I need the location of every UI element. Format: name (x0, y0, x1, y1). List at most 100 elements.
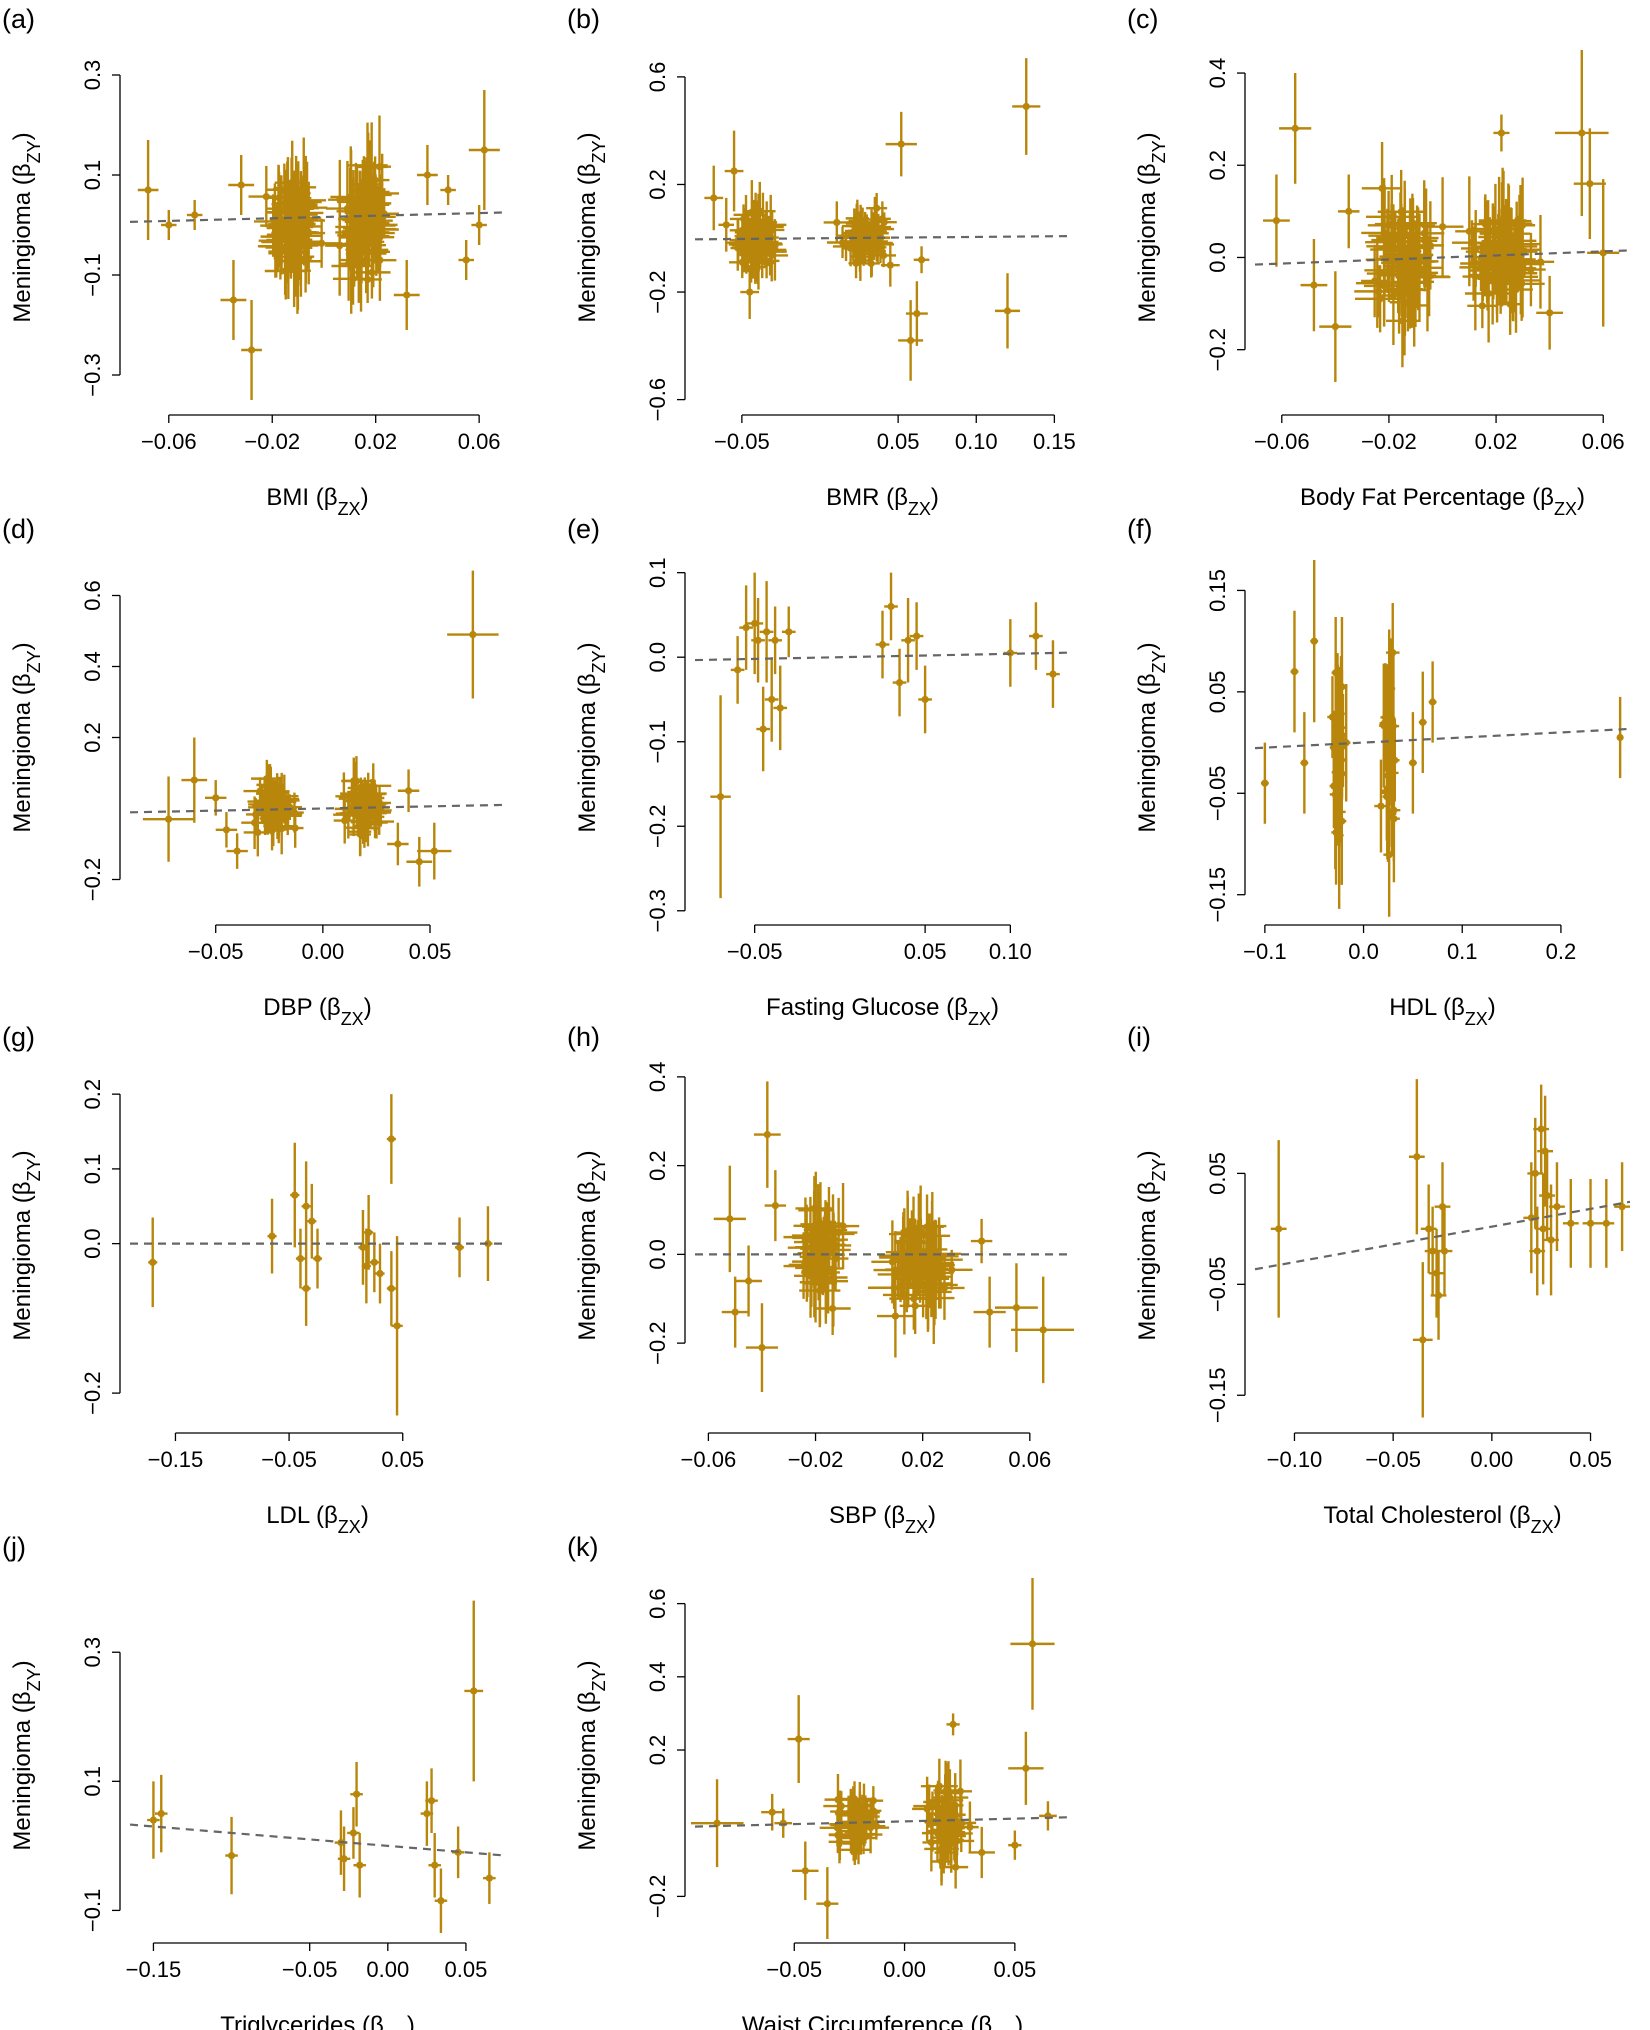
point-marker (350, 777, 358, 785)
cluster-point (835, 1792, 868, 1834)
point-marker (302, 228, 310, 236)
panel-label: (j) (2, 1532, 26, 1562)
point-marker (904, 636, 912, 644)
panel-label: (i) (1127, 1022, 1151, 1052)
cluster-point (1336, 616, 1348, 757)
point-marker (273, 789, 281, 797)
point-marker (768, 695, 776, 704)
point-marker (795, 1735, 803, 1743)
data-point (455, 1217, 465, 1278)
data-point (369, 1232, 379, 1293)
point-marker (925, 1802, 933, 1810)
cluster-point (279, 225, 323, 297)
data-point (440, 175, 456, 205)
point-marker (1331, 323, 1339, 331)
point-marker (767, 223, 775, 231)
data-point (751, 598, 765, 683)
point-marker (430, 847, 438, 855)
cluster-point (341, 200, 383, 262)
point-marker (1419, 718, 1427, 726)
point-marker (759, 725, 767, 733)
panel-label: (b) (567, 4, 600, 34)
data-point (1008, 1830, 1022, 1860)
x-axis-title: Total Cholesterol (βZX) (1323, 1502, 1561, 1537)
data-point (483, 1852, 496, 1904)
point-marker (801, 1867, 809, 1875)
point-marker (1618, 1203, 1626, 1211)
data-point (267, 1198, 277, 1274)
data-point (718, 197, 735, 252)
cluster-point (335, 791, 372, 837)
point-marker (340, 1855, 348, 1863)
point-marker (1375, 287, 1383, 295)
point-marker (284, 199, 292, 207)
panel-e: (e) −0.05 0.05 0.10 −0.3 −0.2 −0.1 0.0 0.1 Fastin… (567, 514, 1071, 1029)
plot-area (129, 1600, 506, 1933)
cluster-point (1484, 190, 1522, 295)
data-point (1046, 640, 1060, 708)
data-point (721, 1276, 749, 1348)
point-marker (1389, 291, 1398, 300)
point-marker (734, 666, 742, 674)
plot-area (694, 572, 1071, 899)
point-marker (834, 1796, 842, 1804)
point-marker (284, 242, 292, 250)
data-point (1029, 602, 1043, 670)
point-marker (1413, 1153, 1421, 1161)
data-point (225, 1816, 238, 1895)
x-tick-label: 0.2 (1546, 939, 1577, 964)
data-point (1555, 50, 1609, 216)
panel-h: (h) −0.06 −0.02 0.02 0.06 −0.2 0.0 0.2 0.4 SBP (β… (567, 1022, 1074, 1537)
point-marker (475, 221, 483, 229)
data-point (347, 1807, 360, 1859)
cluster-point (1389, 198, 1437, 249)
y-axis-title: Meningioma (βZY) (9, 1150, 44, 1340)
point-marker (710, 194, 718, 202)
point-marker (949, 1720, 957, 1728)
x-axis-title: HDL (βZX) (1389, 994, 1496, 1029)
panel-i: (i) −0.10 −0.05 0.00 0.05 −0.15 −0.05 0.05 Total… (1127, 1022, 1631, 1537)
point-marker (1567, 1219, 1575, 1227)
point-marker (738, 258, 746, 266)
data-point (1598, 1178, 1615, 1268)
point-marker (874, 239, 882, 247)
x-tick-label: −0.10 (1267, 1447, 1323, 1472)
point-marker (927, 1838, 935, 1847)
x-tick-label: 0.02 (1475, 429, 1518, 454)
point-marker (1497, 129, 1506, 137)
point-marker (1291, 124, 1299, 132)
point-marker (254, 828, 262, 837)
point-marker (853, 1832, 861, 1841)
y-tick-label: 0.1 (80, 1766, 105, 1797)
cluster-point (262, 796, 290, 832)
x-axis-title: SBP (βZX) (829, 1502, 936, 1537)
point-marker (942, 1786, 950, 1795)
plot-area (695, 1081, 1074, 1392)
data-point (428, 1832, 441, 1898)
point-marker (947, 1836, 955, 1844)
data-point (1549, 1162, 1565, 1252)
point-marker (823, 1900, 831, 1908)
point-marker (404, 787, 413, 795)
point-marker (222, 826, 231, 834)
point-marker (722, 221, 730, 229)
point-marker (1519, 221, 1527, 229)
x-tick-label: 0.05 (904, 939, 947, 964)
data-point (995, 273, 1020, 349)
point-marker (730, 167, 738, 175)
y-tick-label: −0.2 (645, 270, 670, 313)
x-tick-label: 0.10 (955, 429, 998, 454)
point-marker (886, 261, 894, 269)
y-tick-label: 0.0 (80, 1228, 105, 1259)
point-marker (349, 1829, 358, 1837)
y-tick-label: −0.2 (80, 1371, 105, 1414)
x-tick-label: 0.05 (1569, 1447, 1612, 1472)
data-point (137, 140, 159, 240)
point-marker (393, 1322, 401, 1330)
data-point (397, 769, 420, 813)
y-tick-label: −0.3 (80, 353, 105, 396)
point-marker (1332, 669, 1340, 677)
cluster-point (876, 1274, 914, 1358)
point-marker (785, 628, 793, 636)
point-marker (1345, 207, 1353, 215)
